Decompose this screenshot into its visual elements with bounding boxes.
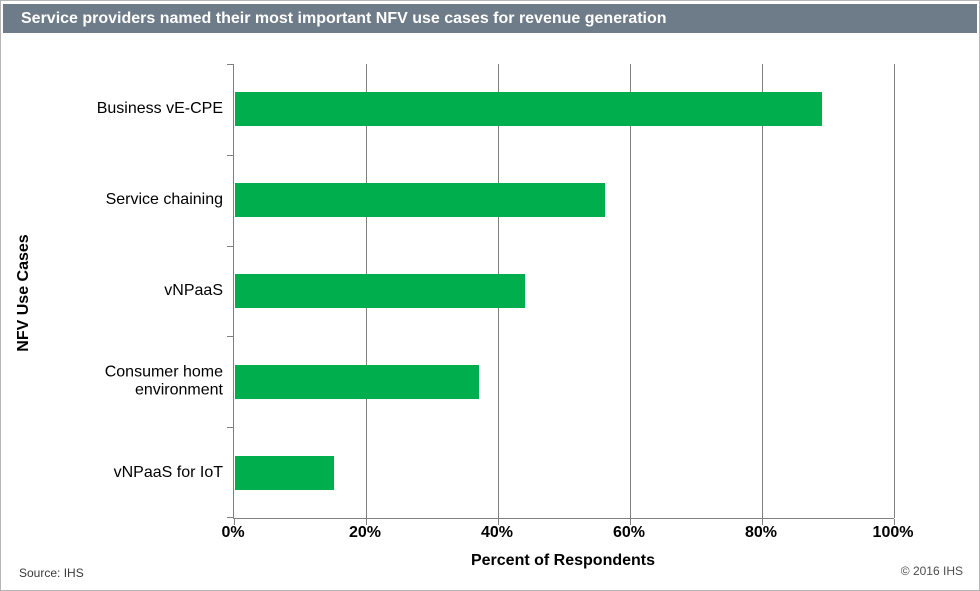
x-tick-label-20: 20% [348,524,382,541]
x-tick-label-80: 80% [744,524,778,541]
category-label-service-chaining: Service chaining [105,190,223,208]
source-note: Source: IHS [19,566,84,580]
y-axis-tick [227,64,233,65]
category-axis-labels: Business vE-CPE Service chaining vNPaaS Con… [53,64,223,518]
copyright-note: © 2016 IHS [900,564,963,578]
category-label-vnpaas: vNPaaS [164,281,223,299]
plot-area [227,64,895,525]
bar-business-ve-cpe [235,92,823,127]
category-label-consumer-home-environment: Consumer home environment [104,363,223,399]
y-axis-tick [227,155,233,156]
bar-consumer-home-environment [235,364,480,399]
x-axis-tick [234,519,235,525]
y-axis-tick [227,427,233,428]
chart-title: Service providers named their most impor… [21,10,667,27]
x-axis-tick [894,519,895,525]
y-axis-tick [227,336,233,337]
y-axis-tick [227,246,233,247]
y-axis-tick [227,517,233,518]
category-label-vnpaas-for-iot: vNPaaS for IoT [113,463,223,481]
x-tick-label-0: 0% [221,524,245,541]
gridline-100 [894,64,895,518]
x-axis-title: Percent of Respondents [470,552,656,569]
bar-vnpaas-for-iot [235,455,334,490]
x-axis-tick [366,519,367,525]
category-label-business-ve-cpe: Business vE-CPE [96,100,223,118]
x-axis-tick [630,519,631,525]
x-tick-label-60: 60% [612,524,646,541]
x-axis-tick [498,519,499,525]
gridline-80 [762,64,763,518]
x-tick-label-100: 100% [872,524,914,541]
x-tick-label-40: 40% [480,524,514,541]
chart-title-bar: Service providers named their most impor… [3,4,977,33]
bar-vnpaas [235,274,526,308]
gridline-60 [630,64,631,518]
x-axis-tick [762,519,763,525]
x-axis-tick-labels: 0% 20% 40% 60% 80% 100% [221,524,913,544]
bar-service-chaining [235,183,605,218]
y-axis-title: NFV Use Cases [15,234,32,352]
